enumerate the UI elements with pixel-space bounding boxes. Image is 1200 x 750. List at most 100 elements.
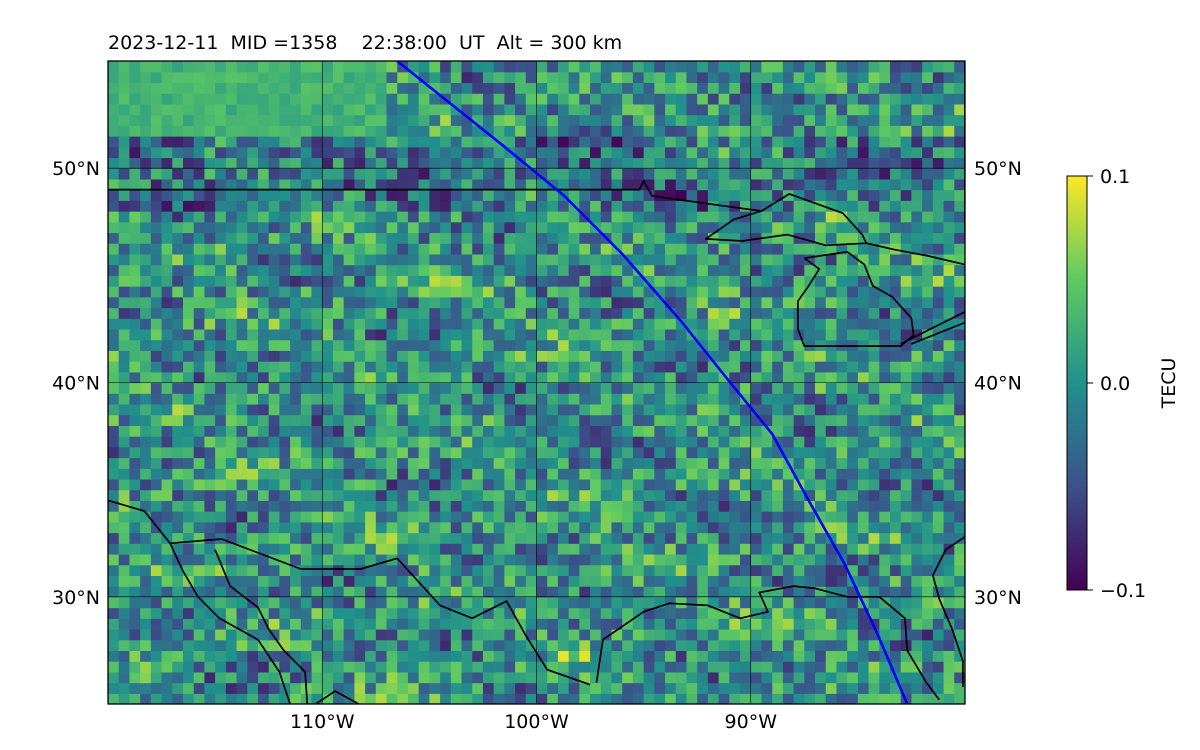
heatmap-cell: [729, 103, 741, 116]
heatmap-cell: [911, 146, 923, 159]
heatmap-cell: [461, 500, 473, 512]
heatmap-cell: [729, 682, 741, 694]
heatmap-cell: [504, 307, 516, 319]
heatmap-cell: [461, 232, 473, 244]
heatmap-cell: [868, 661, 880, 673]
heatmap-cell: [536, 564, 548, 576]
heatmap-cell: [632, 211, 645, 223]
heatmap-cell: [311, 243, 323, 255]
heatmap-cell: [857, 103, 870, 116]
heatmap-cell: [707, 71, 720, 84]
heatmap-cell: [836, 232, 848, 244]
heatmap-cell: [643, 500, 655, 512]
heatmap-cell: [804, 307, 816, 319]
heatmap-cell: [707, 607, 720, 619]
heatmap-cell: [536, 157, 548, 169]
heatmap-cell: [429, 671, 441, 684]
heatmap-cell: [536, 114, 548, 126]
heatmap-cell: [761, 650, 773, 662]
heatmap-cell: [515, 146, 527, 159]
heatmap-cell: [311, 318, 323, 330]
heatmap-cell: [161, 350, 173, 362]
heatmap-cell: [750, 371, 763, 384]
heatmap-cell: [193, 232, 206, 244]
heatmap-cell: [793, 500, 805, 512]
heatmap-cell: [450, 253, 463, 266]
heatmap-cell: [279, 693, 291, 704]
heatmap-cell: [686, 178, 698, 191]
heatmap-cell: [911, 82, 923, 94]
heatmap-cell: [343, 264, 355, 276]
heatmap-cell: [954, 693, 965, 704]
heatmap-cell: [547, 339, 559, 351]
heatmap-cell: [943, 682, 955, 694]
heatmap-cell: [525, 82, 538, 94]
heatmap-cell: [622, 103, 634, 116]
heatmap-cell: [375, 693, 388, 704]
heatmap-cell: [868, 639, 880, 652]
heatmap-cell: [515, 211, 527, 223]
heatmap-cell: [825, 178, 838, 191]
heatmap-cell: [793, 382, 805, 394]
heatmap-cell: [504, 671, 516, 684]
heatmap-cell: [247, 178, 259, 191]
heatmap-cell: [332, 618, 345, 630]
heatmap-cell: [825, 661, 838, 673]
heatmap-cell: [493, 328, 505, 341]
heatmap-cell: [311, 189, 323, 201]
heatmap-cell: [161, 200, 173, 212]
heatmap-cell: [954, 339, 965, 351]
heatmap-cell: [847, 553, 859, 566]
heatmap-cell: [108, 671, 120, 684]
heatmap-cell: [590, 650, 602, 662]
heatmap-cell: [150, 232, 163, 244]
heatmap-cell: [761, 178, 773, 191]
heatmap-cell: [461, 382, 473, 394]
heatmap-cell: [911, 639, 923, 652]
heatmap-cell: [857, 296, 870, 309]
heatmap-cell: [118, 371, 131, 384]
heatmap-cell: [472, 457, 484, 469]
heatmap-cell: [290, 157, 302, 169]
heatmap-cell: [557, 393, 570, 405]
heatmap-cell: [386, 586, 398, 598]
heatmap-cell: [686, 275, 698, 287]
heatmap-cell: [847, 489, 859, 501]
heatmap-cell: [665, 307, 677, 319]
heatmap-cell: [429, 650, 441, 662]
heatmap-cell: [847, 157, 859, 169]
heatmap-cell: [600, 286, 613, 298]
heatmap-cell: [718, 457, 730, 469]
heatmap-cell: [932, 221, 945, 234]
heatmap-cell: [729, 521, 741, 534]
heatmap-cell: [686, 71, 698, 84]
heatmap-cell: [204, 243, 216, 255]
heatmap-cell: [675, 339, 688, 351]
heatmap-cell: [836, 489, 848, 501]
heatmap-cell: [257, 403, 270, 416]
heatmap-cell: [193, 457, 206, 469]
heatmap-cell: [911, 221, 923, 234]
heatmap-cell: [375, 157, 388, 169]
heatmap-cell: [290, 71, 302, 84]
heatmap-cell: [665, 543, 677, 555]
heatmap-cell: [504, 403, 516, 416]
heatmap-cell: [536, 232, 548, 244]
heatmap-cell: [482, 318, 495, 330]
heatmap-cell: [857, 607, 870, 619]
heatmap-cell: [257, 586, 270, 598]
heatmap-cell: [161, 382, 173, 394]
heatmap-cell: [847, 307, 859, 319]
heatmap-cell: [900, 71, 913, 84]
heatmap-cell: [472, 575, 484, 587]
heatmap-cell: [504, 650, 516, 662]
heatmap-cell: [300, 564, 313, 576]
heatmap-cell: [525, 146, 538, 159]
heatmap-cell: [718, 564, 730, 576]
heatmap-cell: [568, 286, 580, 298]
heatmap-cell: [665, 564, 677, 576]
heatmap-cell: [654, 650, 666, 662]
heatmap-cell: [140, 500, 152, 512]
heatmap-cell: [472, 607, 484, 619]
heatmap-cell: [429, 136, 441, 148]
